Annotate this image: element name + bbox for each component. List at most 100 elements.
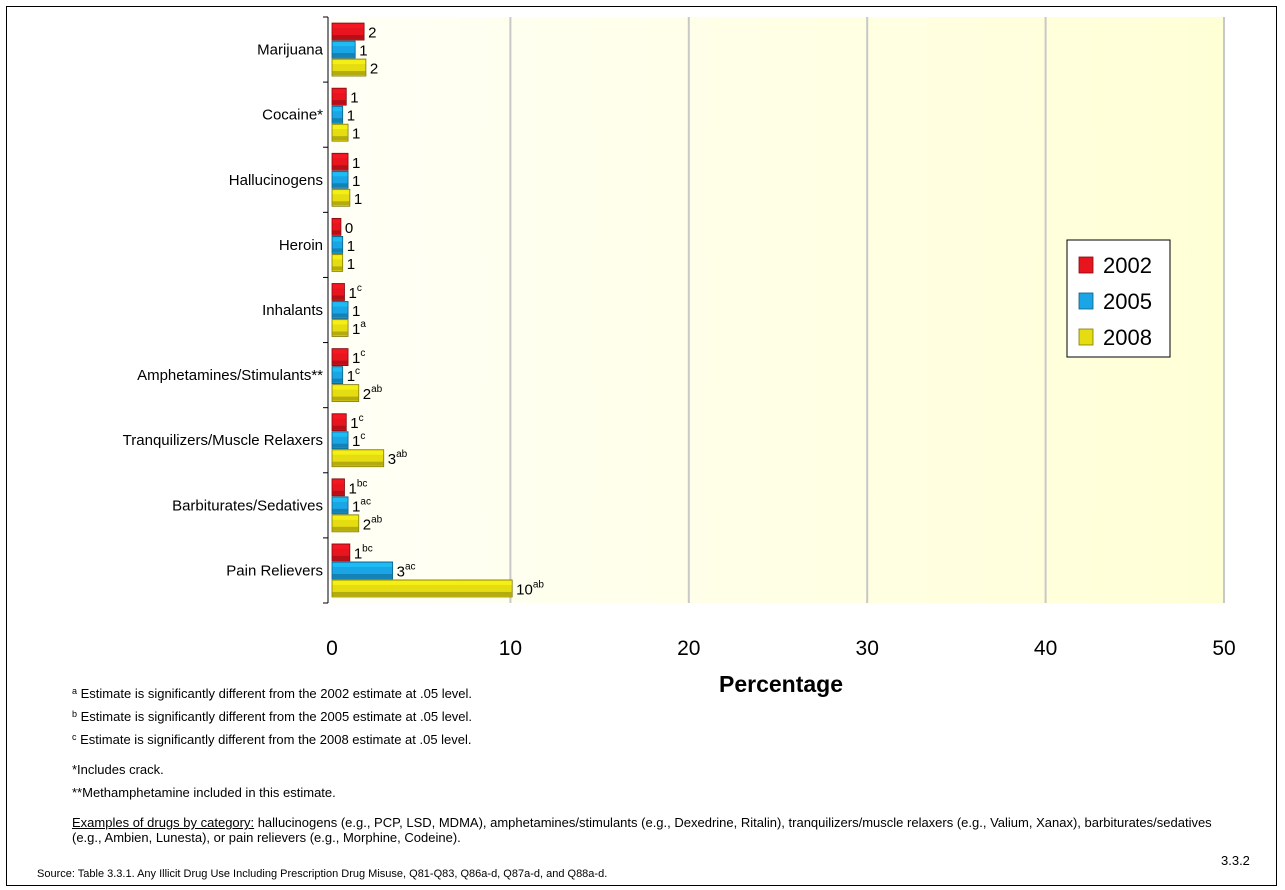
- note-includes-crack: *Includes crack.: [72, 762, 164, 777]
- bar-2008-shade: [332, 461, 384, 466]
- data-label-2002: 0: [345, 220, 353, 237]
- bar-2002-highlight: [332, 89, 346, 94]
- data-label-2002: 1: [350, 90, 358, 107]
- bar-2008-highlight: [332, 320, 348, 325]
- legend-label-2005: 2005: [1103, 289, 1152, 314]
- bar-2005-highlight: [332, 432, 348, 437]
- bar-2002-highlight: [332, 284, 344, 289]
- bar-2008-shade: [332, 331, 348, 336]
- bar-2008-highlight: [332, 515, 359, 520]
- category-label: Marijuana: [257, 42, 324, 59]
- data-label-2005: 1: [347, 238, 355, 255]
- bar-2002: [331, 217, 342, 236]
- bar-2008-shade: [332, 591, 512, 596]
- bar-2002-highlight: [332, 544, 350, 549]
- bar-2008-shade: [332, 266, 343, 271]
- bar-2005-shade: [332, 248, 343, 253]
- legend-swatch-2008: [1078, 328, 1094, 346]
- bar-2002-shade: [332, 230, 341, 235]
- bar-2008-shade: [332, 396, 359, 401]
- figure-frame: [6, 6, 1277, 886]
- bar-2005: [331, 105, 344, 124]
- source-note: Source: Table 3.3.1. Any Illicit Drug Us…: [37, 868, 608, 880]
- footnote-c: c Estimate is significantly different fr…: [72, 732, 472, 747]
- x-tick-label: 40: [1034, 637, 1057, 660]
- bar-2008-shade: [332, 526, 359, 531]
- legend-label-2002: 2002: [1103, 253, 1152, 278]
- bar-2008-highlight: [332, 385, 359, 390]
- data-label-2005: 1: [347, 108, 355, 125]
- x-tick-label: 10: [499, 637, 522, 660]
- x-tick-label: 50: [1212, 637, 1235, 660]
- category-label: Cocaine*: [262, 107, 323, 124]
- data-label-superscript: c: [359, 413, 364, 424]
- legend-swatch-2002: [1078, 256, 1094, 274]
- footnote-b: b Estimate is significantly different fr…: [72, 709, 473, 724]
- bar-2005-highlight: [332, 497, 348, 502]
- bar-2005-shade: [332, 573, 393, 578]
- data-label-superscript: ac: [405, 561, 416, 572]
- bar-2005-shade: [332, 443, 348, 448]
- bar-2005-shade: [332, 118, 343, 123]
- bar-2005-shade: [332, 313, 348, 318]
- data-label-2008: 2: [370, 61, 378, 78]
- category-label: Pain Relievers: [226, 562, 323, 579]
- x-tick-label: 30: [856, 637, 879, 660]
- bar-2002-highlight: [332, 349, 348, 354]
- data-label-superscript: ab: [371, 514, 383, 525]
- bar-2005-highlight: [332, 302, 348, 307]
- bar-2005-shade: [332, 378, 343, 383]
- data-label-2008: 1: [354, 191, 362, 208]
- examples-lead: Examples of drugs by category:: [72, 815, 255, 830]
- examples-text: hallucinogens (e.g., PCP, LSD, MDMA), am…: [72, 815, 1212, 845]
- footnote-a: a Estimate is significantly different fr…: [72, 686, 473, 701]
- bar-2002-shade: [332, 490, 344, 495]
- bar-2008: [331, 253, 344, 272]
- x-tick-label: 20: [677, 637, 700, 660]
- data-label-superscript: ac: [360, 496, 371, 507]
- data-label-superscript: bc: [357, 478, 368, 489]
- bar-2002-shade: [332, 295, 344, 300]
- bar-2008-shade: [332, 201, 350, 206]
- bar-2002-shade: [332, 35, 364, 40]
- x-axis-label: Percentage: [719, 671, 843, 697]
- legend-label-2008: 2008: [1103, 325, 1152, 350]
- bar-2002-highlight: [332, 479, 344, 484]
- bar-2005-highlight: [332, 237, 343, 242]
- bar-2002-highlight: [332, 24, 364, 29]
- bar-2008-highlight: [332, 580, 512, 585]
- category-label: Tranquilizers/Muscle Relaxers: [123, 432, 323, 449]
- bar-2005-shade: [332, 508, 348, 513]
- bar-2005-highlight: [332, 42, 355, 47]
- examples-note: Examples of drugs by category: hallucino…: [72, 815, 1212, 845]
- bar-2002-highlight: [332, 219, 341, 224]
- note-methamphetamine: **Methamphetamine included in this estim…: [72, 785, 336, 800]
- page-number: 3.3.2: [1221, 853, 1250, 868]
- bar-2005-highlight: [332, 562, 393, 567]
- bar-2002-shade: [332, 360, 348, 365]
- data-label-2005: 1: [352, 303, 360, 320]
- data-label-superscript: c: [360, 431, 365, 442]
- data-label-superscript: ab: [371, 384, 383, 395]
- bar-2002-shade: [332, 555, 350, 560]
- data-label-superscript: c: [360, 348, 365, 359]
- category-label: Barbiturates/Sedatives: [172, 497, 323, 514]
- data-label-2008: 1: [352, 126, 360, 143]
- legend-swatch-2005: [1078, 292, 1094, 310]
- bar-2008-highlight: [332, 255, 343, 260]
- bar-2008-highlight: [332, 450, 384, 455]
- x-tick-label: 0: [326, 637, 338, 660]
- bar-2002-highlight: [332, 154, 348, 159]
- bar-2008-shade: [332, 136, 348, 141]
- bar-2005-shade: [332, 53, 355, 58]
- bar-2002-shade: [332, 165, 348, 170]
- category-label: Heroin: [279, 237, 323, 254]
- data-label-2005: 1: [352, 173, 360, 190]
- bar-2005-highlight: [332, 367, 343, 372]
- data-label-2008: 1: [347, 256, 355, 273]
- bar-2005: [331, 235, 344, 254]
- bar-2002-shade: [332, 425, 346, 430]
- data-label-superscript: a: [360, 319, 366, 330]
- bar-2005: [331, 366, 344, 385]
- data-label-superscript: ab: [396, 449, 408, 460]
